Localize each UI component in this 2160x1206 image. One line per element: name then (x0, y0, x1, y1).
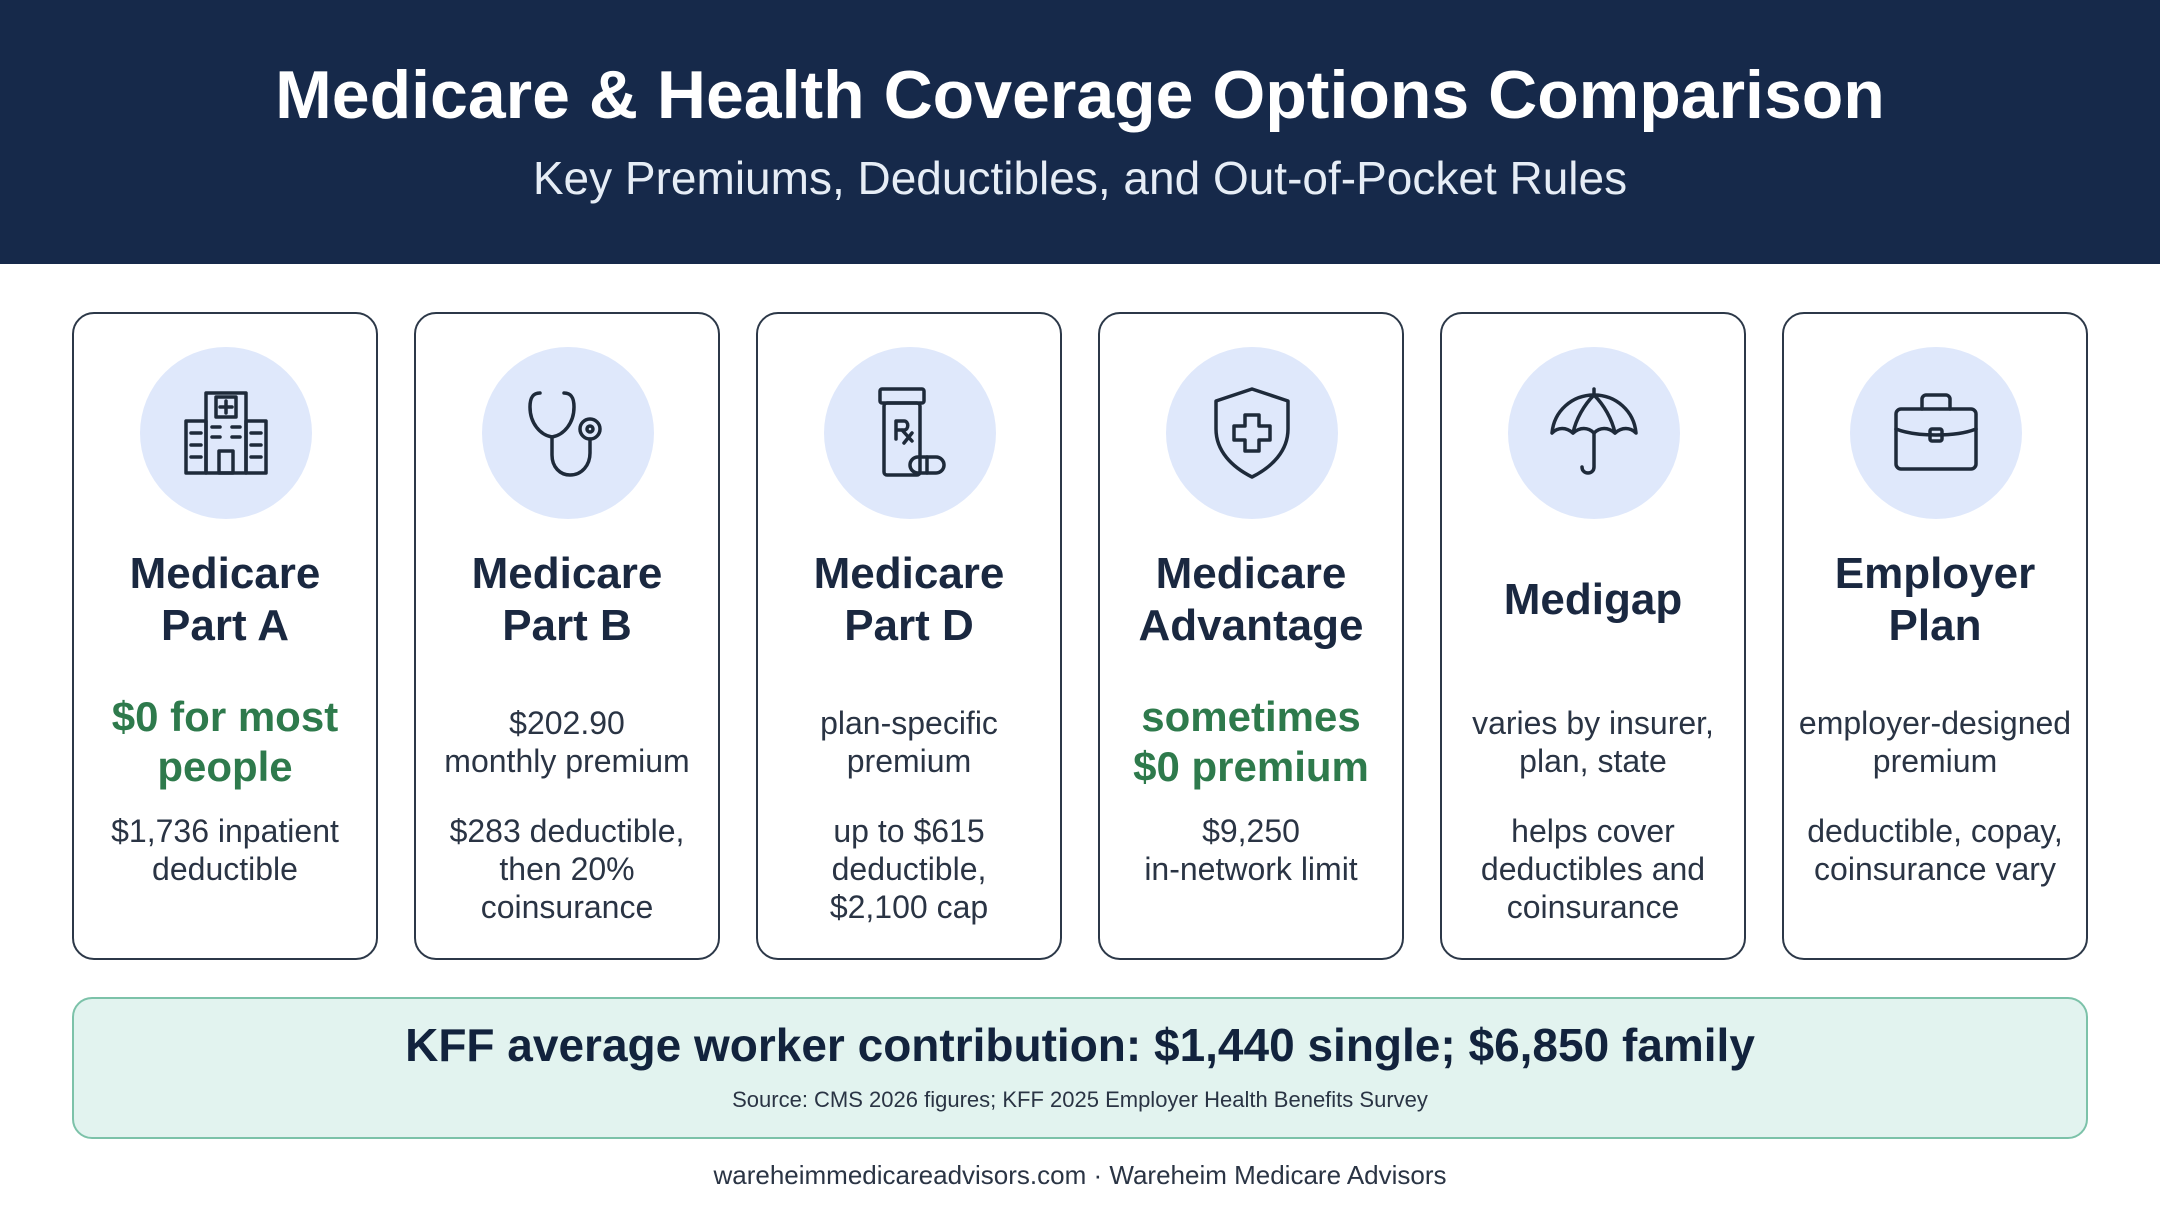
card-title: Medicare Advantage (1138, 549, 1364, 650)
premium-text: $202.90 monthly premium (444, 705, 690, 779)
card-title: Employer Plan (1834, 549, 2036, 650)
card-medigap: Medigap varies by insurer, plan, state he… (1440, 312, 1746, 960)
umbrella-icon (1508, 347, 1680, 519)
page-subtitle: Key Premiums, Deductibles, and Out-of-Po… (532, 152, 1628, 204)
source-note: Source: CMS 2026 figures; KFF 2025 Emplo… (732, 1087, 1428, 1112)
detail-text: $283 deductible, then 20% coinsurance (449, 813, 685, 925)
premium-text: $0 for most people (111, 693, 339, 790)
card-medicare-part-d: Medicare Part D plan-specific premium up t… (756, 312, 1062, 960)
card-medicare-advantage: Medicare Advantage sometimes $0 premium $9… (1098, 312, 1404, 960)
hospital-icon (140, 347, 312, 519)
card-title: Medicare Part D (813, 549, 1005, 650)
banner-headline: KFF average worker contribution: $1,440 … (405, 1019, 1755, 1071)
detail-text: $9,250 in-network limit (1144, 813, 1358, 887)
footer-credit: wareheimmedicareadvisors.com · Wareheim … (713, 1160, 1447, 1190)
shield-cross-icon (1166, 347, 1338, 519)
detail-text: deductible, copay, coinsurance vary (1807, 813, 2063, 887)
card-medicare-part-b: Medicare Part B $202.90 monthly premium $2… (414, 312, 720, 960)
header-banner: Medicare & Health Coverage Options Compa… (0, 0, 2160, 264)
stethoscope-icon (482, 347, 654, 519)
briefcase-icon (1850, 347, 2022, 519)
prescription-bottle-icon (824, 347, 996, 519)
card-title: Medicare Part B (471, 549, 663, 650)
card-employer-plan: Employer Plan employer-designed premium de… (1782, 312, 2088, 960)
card-medicare-part-a: Medicare Part A $0 for most people $1,736 … (72, 312, 378, 960)
detail-text: up to $615 deductible, $2,100 cap (829, 813, 989, 925)
premium-text: employer-designed premium (1798, 705, 2072, 779)
premium-text: sometimes $0 premium (1133, 693, 1369, 790)
page-title: Medicare & Health Coverage Options Compa… (275, 57, 1885, 133)
card-title: Medicare Part A (129, 549, 321, 650)
detail-text: $1,736 inpatient deductible (111, 813, 339, 887)
detail-text: helps cover deductibles and coinsurance (1480, 813, 1706, 925)
kff-contribution-banner: KFF average worker contribution: $1,440 … (72, 997, 2088, 1139)
premium-text: varies by insurer, plan, state (1472, 705, 1714, 779)
card-title: Medigap (1503, 575, 1683, 624)
premium-text: plan-specific premium (820, 705, 998, 779)
